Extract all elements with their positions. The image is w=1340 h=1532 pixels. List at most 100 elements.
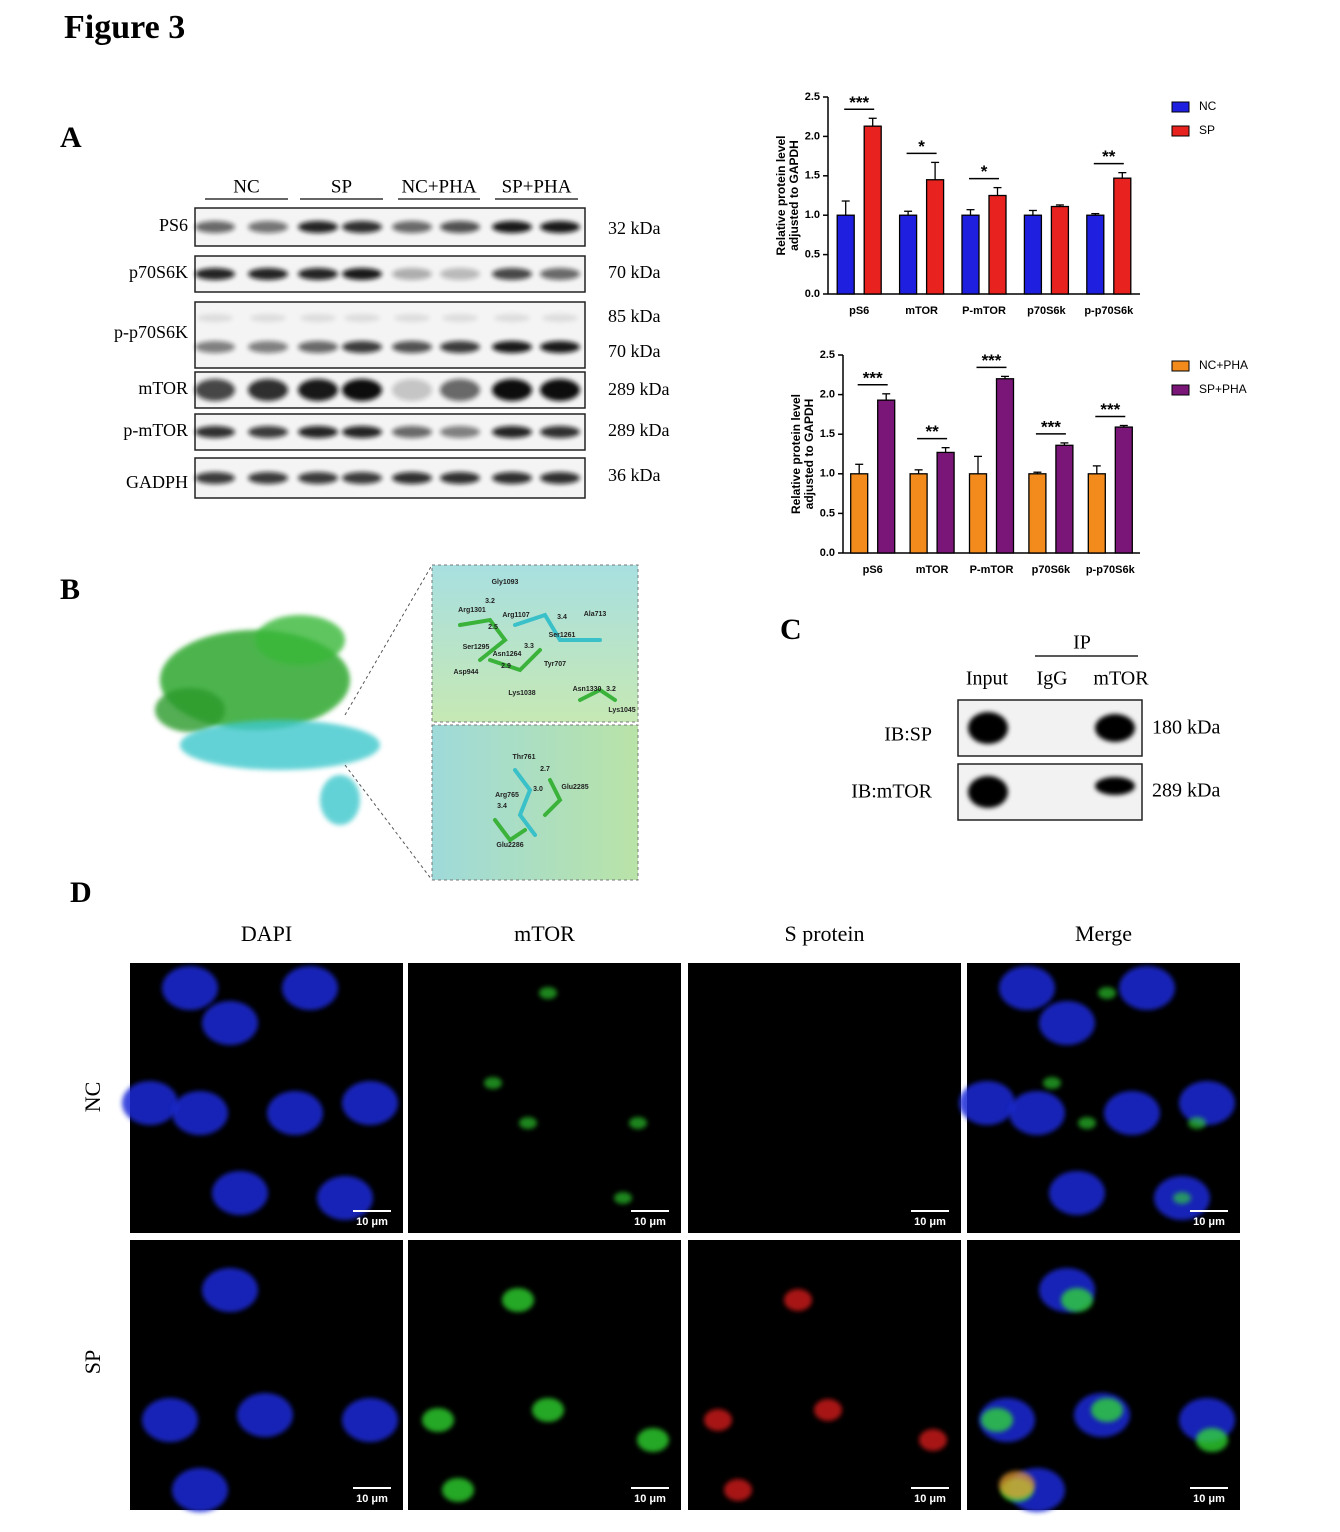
mtor-signal xyxy=(1061,1288,1093,1312)
y-tick-label: 1.0 xyxy=(805,209,820,221)
nucleus xyxy=(172,1091,228,1135)
nucleus xyxy=(1009,1091,1065,1135)
column-label: mTOR xyxy=(514,921,575,946)
legend-swatch xyxy=(1171,384,1190,396)
blot-band xyxy=(392,379,432,401)
mtor-signal xyxy=(1043,1077,1061,1089)
blot-band xyxy=(392,472,432,484)
blot-size-label: 70 kDa xyxy=(608,341,661,361)
x-tick-label: p70S6k xyxy=(1032,564,1071,576)
residue-label: Gly1093 xyxy=(492,579,519,586)
x-tick-label: pS6 xyxy=(849,305,869,317)
blot-size-label: 289 kDa xyxy=(608,420,670,440)
mtor-signal xyxy=(1091,1398,1123,1422)
legend-label: SP+PHA xyxy=(1199,382,1247,396)
lane-label: IgG xyxy=(1036,668,1067,690)
nucleus xyxy=(142,1398,198,1442)
distance-label: 2.5 xyxy=(488,624,498,631)
blot-band xyxy=(342,341,382,353)
significance-label: * xyxy=(981,162,988,181)
residue-label: Ala713 xyxy=(584,611,607,618)
scale-bar-label: 10 μm xyxy=(914,1216,946,1228)
blot-band xyxy=(540,221,580,233)
blot-band xyxy=(195,221,235,233)
panel-label: B xyxy=(60,573,80,606)
figure-title: Figure 3 xyxy=(64,9,185,46)
mtor-signal xyxy=(532,1398,564,1422)
blot-band xyxy=(195,268,235,280)
cells xyxy=(979,1268,1235,1512)
blot-band xyxy=(195,426,235,438)
scale-bar-label: 10 μm xyxy=(634,1216,666,1228)
nucleus xyxy=(212,1171,268,1215)
mtor-signal xyxy=(629,1117,647,1129)
y-tick-label: 0.5 xyxy=(805,249,820,261)
blot-row-label: GADPH xyxy=(126,472,188,492)
x-tick-label: pS6 xyxy=(863,564,883,576)
residue-label: Ser1295 xyxy=(463,644,490,651)
cells xyxy=(959,966,1235,1220)
significance-label: *** xyxy=(982,351,1002,370)
micrograph xyxy=(967,1240,1240,1510)
y-tick-label: 1.5 xyxy=(820,428,835,440)
blot-band xyxy=(342,268,382,280)
blot-band xyxy=(440,379,480,401)
bar xyxy=(988,194,1007,295)
bar xyxy=(836,214,855,295)
s-signal xyxy=(919,1429,947,1451)
cells xyxy=(484,987,647,1204)
bar xyxy=(1086,214,1105,295)
y-axis-label: Relative protein level xyxy=(774,135,788,255)
nucleus xyxy=(342,1081,398,1125)
blot-band xyxy=(298,379,338,401)
scale-bar-label: 10 μm xyxy=(1193,1493,1225,1505)
scale-bar-label: 10 μm xyxy=(1193,1216,1225,1228)
scale-bar-label: 10 μm xyxy=(914,1493,946,1505)
blot-band xyxy=(394,314,430,322)
y-tick-label: 0.5 xyxy=(820,507,835,519)
column-label: Merge xyxy=(1075,921,1132,946)
bar xyxy=(968,473,988,554)
nucleus xyxy=(122,1081,178,1125)
significance-label: *** xyxy=(1100,400,1120,419)
y-tick-label: 2.5 xyxy=(820,349,835,361)
nucleus xyxy=(172,1468,228,1512)
s-signal xyxy=(704,1409,732,1431)
distance-label: 3.4 xyxy=(557,614,567,621)
bar xyxy=(961,214,980,295)
blot-band xyxy=(440,221,480,233)
blot-band xyxy=(440,472,480,484)
blot-row-label: PS6 xyxy=(159,215,188,235)
significance-label: *** xyxy=(849,93,869,112)
y-tick-label: 1.0 xyxy=(820,468,835,480)
blot-row-label: mTOR xyxy=(138,378,188,398)
blot-group-label: NC xyxy=(233,176,259,197)
blot-band xyxy=(542,314,578,322)
mtor-signal xyxy=(1078,1117,1096,1129)
protein-structure xyxy=(155,564,639,881)
residue-label: Asn1264 xyxy=(493,651,522,658)
distance-label: 3.2 xyxy=(606,686,616,693)
y-tick-label: 0.0 xyxy=(805,288,820,300)
mtor-signal xyxy=(502,1288,534,1312)
bar xyxy=(898,214,918,295)
residue-label: Lys1045 xyxy=(608,707,635,714)
bar xyxy=(909,473,928,554)
y-tick-label: 1.5 xyxy=(805,170,820,182)
blot-band xyxy=(440,268,480,280)
bar xyxy=(1050,205,1070,295)
nucleus xyxy=(282,966,338,1010)
blot-group-label: SP+PHA xyxy=(502,176,572,197)
residue-label: Tyr707 xyxy=(544,661,566,668)
blot-size-label: 36 kDa xyxy=(608,465,661,485)
blot-band xyxy=(248,341,288,353)
mtor-signal xyxy=(422,1408,454,1432)
significance-label: ** xyxy=(1102,147,1116,166)
column-label: S protein xyxy=(784,921,864,946)
blot-band xyxy=(540,268,580,280)
blot-band xyxy=(195,341,235,353)
s-signal xyxy=(784,1289,812,1311)
mtor-signal xyxy=(1098,987,1116,999)
blot-band xyxy=(342,379,382,401)
